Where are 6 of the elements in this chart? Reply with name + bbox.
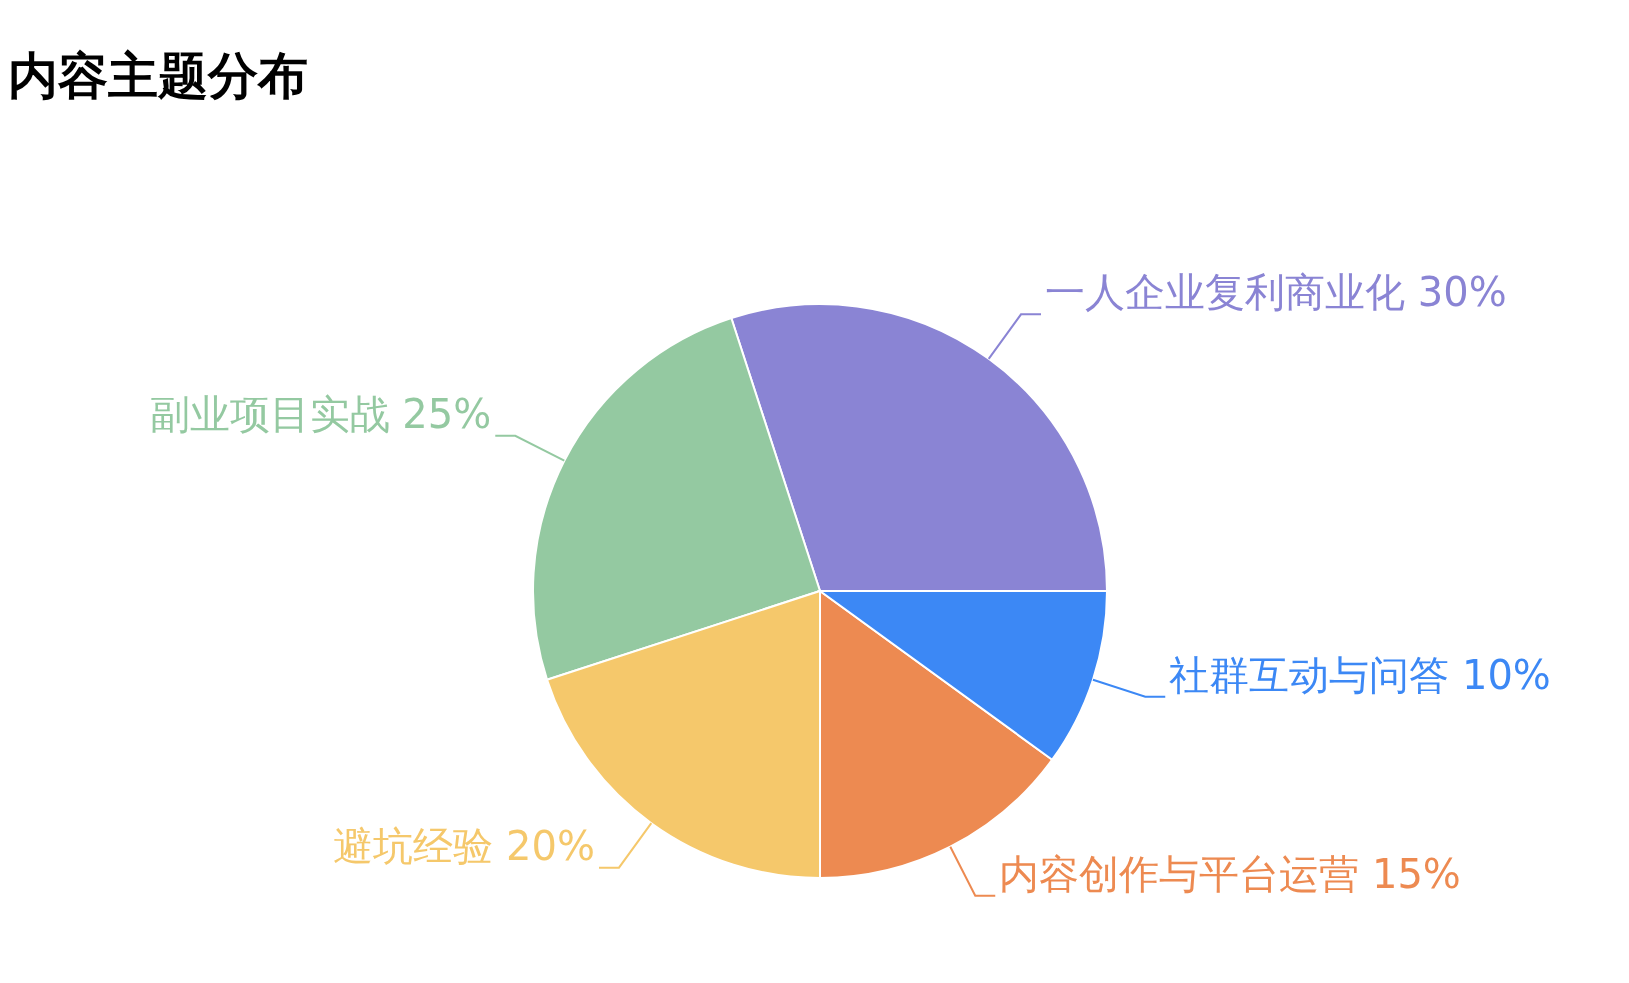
chart-title: 内容主题分布 [8,47,308,105]
slice-label: 一人企业复利商业化 30% [1045,269,1507,316]
slice-label: 内容创作与平台运营 15% [999,850,1461,897]
slice-label: 避坑经验 20% [333,822,595,869]
slice-label: 副业项目实战 25% [149,390,492,437]
slice-label: 社群互动与问答 10% [1169,651,1551,698]
